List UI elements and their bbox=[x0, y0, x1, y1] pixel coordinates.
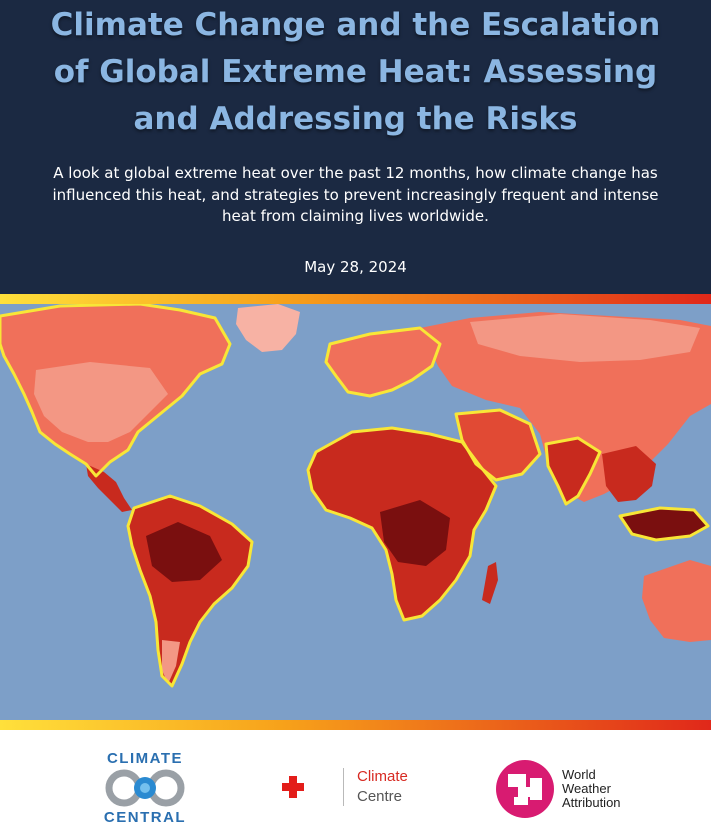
world-heat-map bbox=[0, 304, 711, 720]
wwa-line-1: World bbox=[562, 767, 596, 782]
wwa-line-2: Weather bbox=[562, 781, 611, 796]
report-date: May 28, 2024 bbox=[304, 258, 407, 276]
climate-centre-line-2: Centre bbox=[357, 788, 403, 805]
climate-centre-divider bbox=[343, 768, 344, 806]
climate-central-word-1: CLIMATE bbox=[106, 750, 184, 767]
wwa-line-3: Attribution bbox=[562, 795, 621, 810]
world-heat-map-graphic bbox=[0, 304, 711, 720]
partner-logos: CLIMATE CENTRAL Climate Centre bbox=[0, 730, 711, 826]
gradient-band-top bbox=[0, 294, 711, 304]
world-weather-attribution-logo: World Weather Attribution bbox=[494, 758, 664, 820]
climate-centre-logo: Climate Centre bbox=[275, 766, 435, 810]
wwa-mark-icon bbox=[496, 760, 554, 818]
report-title: Climate Change and the Escalation of Glo… bbox=[50, 7, 661, 137]
climate-central-word-2: CENTRAL bbox=[103, 809, 187, 826]
climate-centre-line-1: Climate bbox=[357, 768, 408, 785]
red-cross-crescent-icon bbox=[282, 776, 324, 798]
cover-header: Climate Change and the Escalation of Glo… bbox=[0, 0, 711, 294]
climate-central-rings-icon bbox=[105, 769, 185, 807]
gradient-band-bottom bbox=[0, 720, 711, 730]
climate-central-logo: CLIMATE CENTRAL bbox=[95, 750, 195, 826]
report-subtitle: A look at global extreme heat over the p… bbox=[52, 164, 659, 225]
